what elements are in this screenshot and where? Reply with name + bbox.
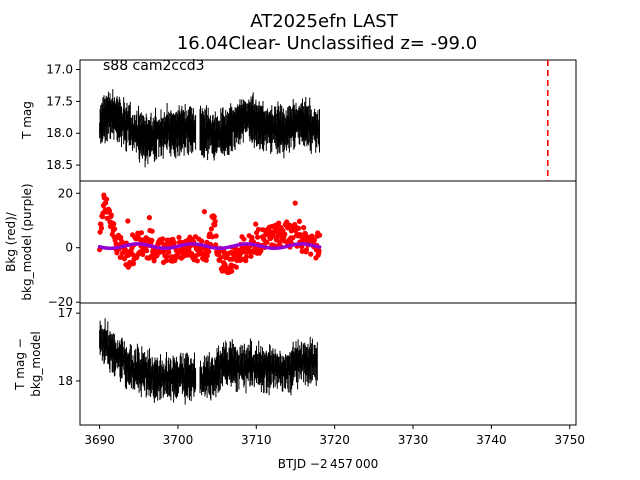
- y-tick-label: 17.5: [46, 94, 73, 108]
- bkg-point: [213, 242, 219, 248]
- bkg-point: [120, 250, 126, 256]
- bkg-point: [290, 235, 296, 241]
- bkg-point: [308, 251, 314, 257]
- bkg-point: [296, 218, 302, 224]
- bkg-point: [276, 220, 282, 226]
- bkg-point: [295, 225, 302, 231]
- bkg-point: [264, 239, 270, 245]
- background-y-axis-label-line1: Bkg (red)/: [4, 211, 18, 272]
- bkg-point: [149, 237, 155, 243]
- bkg-point: [194, 258, 200, 264]
- bkg-point: [149, 228, 155, 234]
- bkg-point: [164, 254, 170, 260]
- bkg-point: [151, 258, 157, 264]
- bkg-point: [316, 248, 322, 254]
- bkg-point: [211, 214, 217, 220]
- corrected-series: [99, 318, 318, 405]
- x-tick-label: 3710: [241, 433, 272, 447]
- bkg-point: [98, 225, 105, 231]
- x-tick-label: 3700: [163, 433, 194, 447]
- bkg-point: [112, 226, 118, 232]
- y-tick-label: 20: [58, 186, 73, 200]
- bkg-point: [203, 257, 209, 263]
- y-tick-label: 17.0: [46, 63, 73, 77]
- y-tick-label: −20: [48, 295, 73, 309]
- x-tick-label: 3740: [476, 433, 507, 447]
- sector-annotation: s88 cam2ccd3: [103, 58, 205, 74]
- bkg-point: [97, 229, 103, 235]
- bkg-point: [171, 239, 177, 246]
- bkg-point: [243, 254, 249, 260]
- bkg-point: [106, 208, 113, 214]
- x-tick-label: 3720: [319, 433, 350, 447]
- bkg-point: [176, 234, 182, 240]
- y-tick-label: 0: [65, 241, 73, 255]
- bkg-point: [303, 247, 310, 253]
- corrected-y-axis-label-line1: T mag −: [13, 338, 27, 391]
- corrected-y-axis-label-line2: bkg_model: [29, 331, 43, 397]
- bkg-point: [255, 234, 261, 240]
- bkg-point: [230, 256, 236, 262]
- flux-y-axis-label: T mag: [20, 101, 34, 140]
- bkg-point: [201, 209, 207, 215]
- bkg-model-point: [317, 245, 322, 249]
- bkg-point: [138, 230, 144, 236]
- bkg-point: [199, 238, 205, 244]
- x-axis-label: BTJD −2 457 000: [278, 457, 378, 471]
- bkg-point: [301, 225, 307, 231]
- bkg-point: [317, 232, 323, 238]
- bkg-point: [255, 226, 262, 232]
- bkg-point: [208, 226, 215, 232]
- bkg-point: [111, 221, 117, 227]
- bkg-point: [125, 218, 131, 224]
- bkg-point: [160, 236, 166, 242]
- bkg-point: [253, 221, 259, 227]
- chart-subtitle: 16.04Clear- Unclassified z= -99.0: [177, 33, 477, 54]
- bkg-point: [233, 264, 239, 270]
- bkg-point: [163, 258, 169, 264]
- x-tick-label: 3750: [554, 433, 585, 447]
- bkg-point: [270, 233, 276, 239]
- y-tick-label: 17: [58, 306, 73, 320]
- bkg-point: [299, 248, 305, 254]
- plot-layer: [97, 60, 549, 405]
- chart-title: AT2025efn LAST: [250, 11, 398, 32]
- tmag-series: [99, 89, 320, 168]
- x-tick-label: 3730: [398, 433, 429, 447]
- bkg-point: [118, 234, 124, 240]
- background-y-axis-label-line2: bkg_model (purple): [20, 183, 34, 300]
- bkg-point: [144, 248, 150, 254]
- y-tick-label: 18.0: [46, 126, 73, 140]
- panel-corrected-frame: [79, 302, 577, 426]
- bkg-point: [166, 249, 172, 255]
- bkg-point: [212, 218, 218, 224]
- bkg-point: [218, 254, 224, 260]
- bkg-point: [130, 261, 136, 267]
- bkg-point: [140, 251, 146, 257]
- x-tick-label: 3690: [84, 433, 115, 447]
- bkg-model-series: [97, 242, 322, 251]
- bkg-point: [206, 249, 212, 255]
- bkg-point: [229, 268, 235, 274]
- y-tick-label: 18: [58, 374, 73, 388]
- bkg-point: [108, 212, 114, 218]
- y-tick-label: 18.5: [46, 158, 73, 172]
- bkg-point: [146, 215, 152, 221]
- bkg-point: [104, 196, 110, 202]
- bkg-point: [168, 254, 175, 260]
- bkg-point: [222, 262, 228, 268]
- bkg-point: [204, 253, 210, 259]
- bkg-point: [184, 252, 191, 258]
- bkg-point: [282, 231, 288, 237]
- bkg-point: [248, 253, 254, 259]
- bkg-point: [241, 236, 247, 242]
- bkg-series: [97, 192, 323, 275]
- panel-background-frame: [79, 180, 577, 304]
- bkg-point: [311, 237, 317, 243]
- bkg-point: [213, 233, 219, 239]
- bkg-point: [292, 200, 298, 206]
